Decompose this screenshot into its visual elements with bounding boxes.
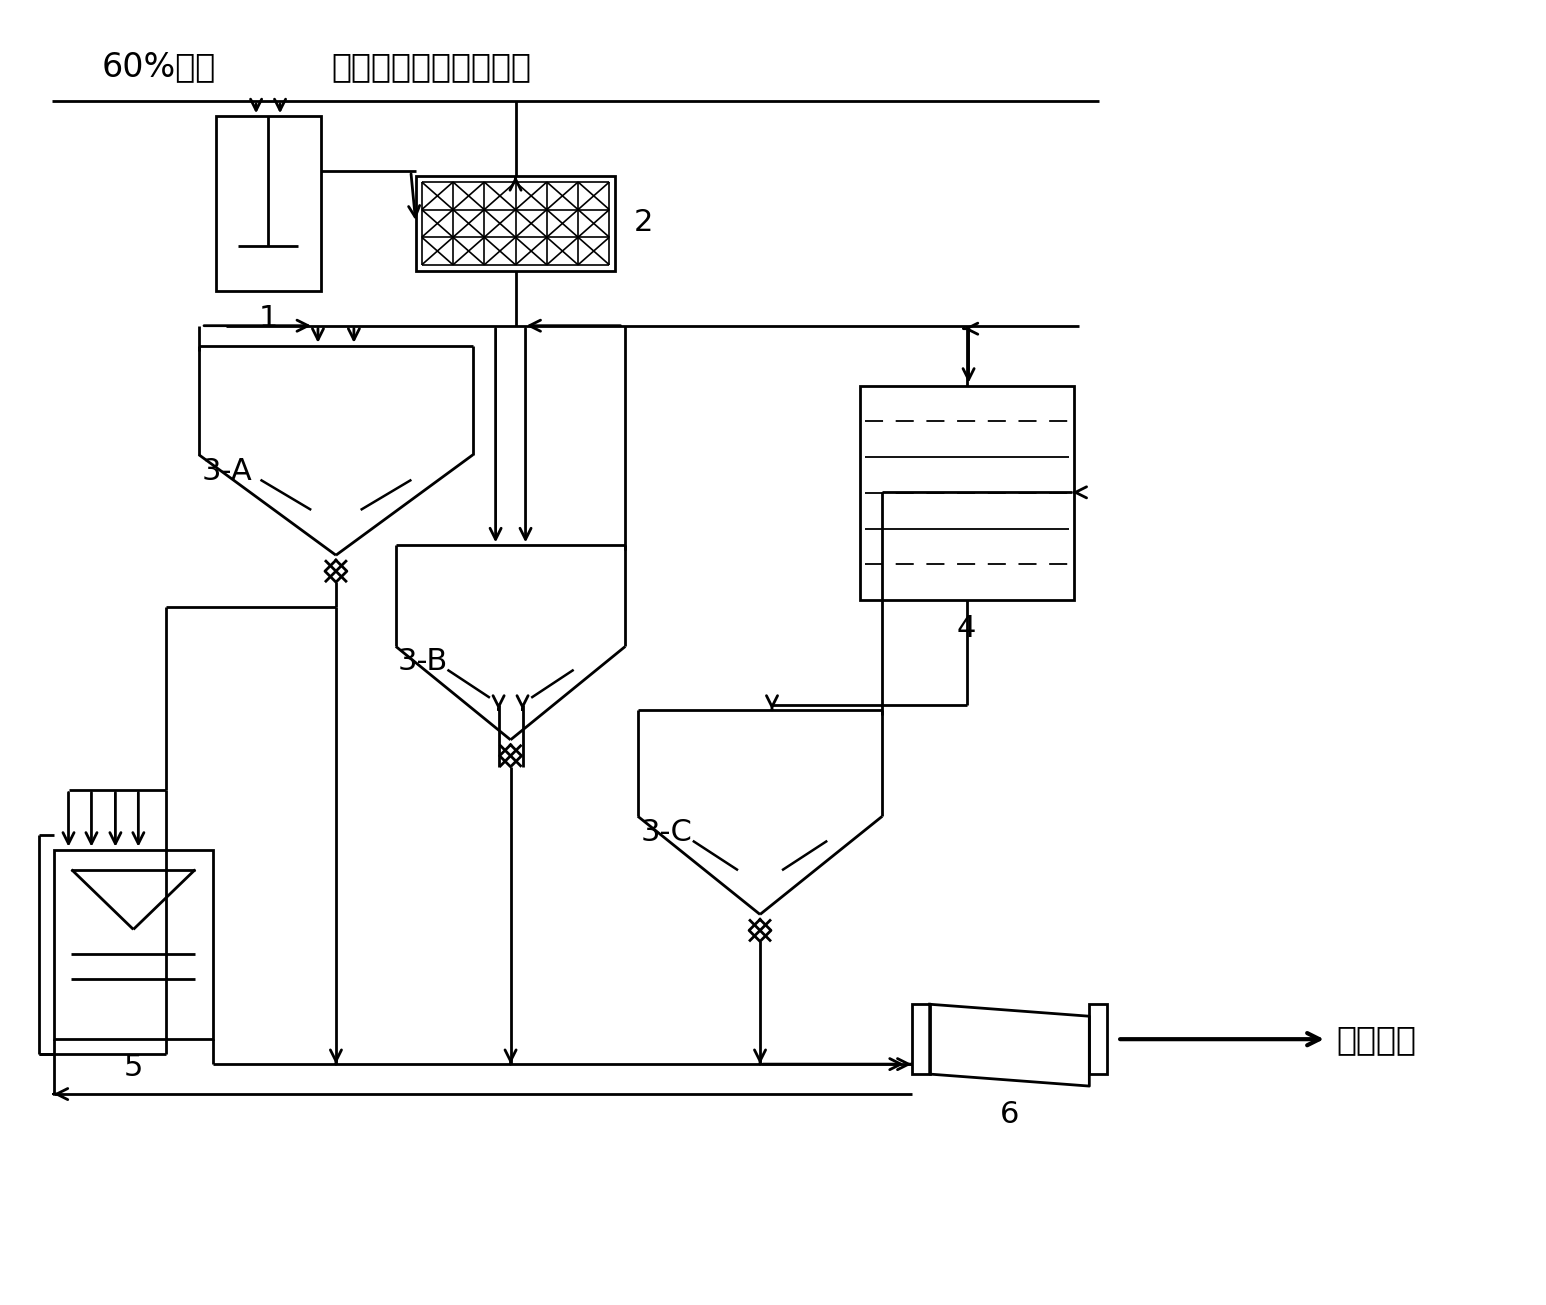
- Text: 5: 5: [124, 1053, 144, 1082]
- Text: 3-A: 3-A: [201, 457, 252, 485]
- Text: 3-C: 3-C: [640, 818, 693, 847]
- Text: 60%硝酸: 60%硝酸: [102, 50, 216, 82]
- Text: 来自原料车间的磷矿粉: 来自原料车间的磷矿粉: [331, 50, 530, 82]
- Bar: [416, 176, 615, 271]
- Bar: [860, 385, 1074, 600]
- Text: 6: 6: [1000, 1100, 1019, 1129]
- Text: 3-B: 3-B: [397, 647, 448, 676]
- Bar: [216, 116, 322, 291]
- Bar: [54, 850, 213, 1039]
- Bar: [1090, 1005, 1107, 1074]
- Text: 4: 4: [957, 613, 976, 642]
- Text: 1: 1: [258, 304, 278, 333]
- Text: 去过滤机: 去过滤机: [1337, 1023, 1416, 1056]
- Text: 2: 2: [634, 209, 652, 238]
- Bar: [912, 1005, 929, 1074]
